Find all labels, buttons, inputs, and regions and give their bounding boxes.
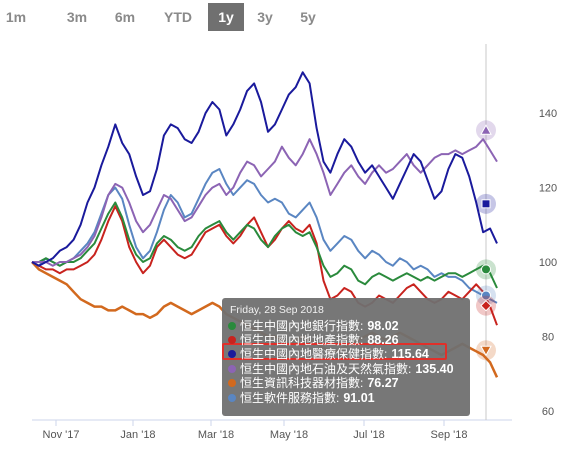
hover-marker — [481, 264, 491, 275]
tooltip-row: 恒生中國內地銀行指數: 98.02 — [228, 319, 399, 333]
chart-tooltip: Friday, 28 Sep 2018 恒生中國內地銀行指數: 98.02 恒生中國… — [222, 298, 470, 416]
x-tick-label: May '18 — [270, 429, 308, 441]
tooltip-series-label: 恒生中國內地地產指數: — [240, 333, 364, 347]
range-button-ytd[interactable]: YTD — [164, 9, 192, 25]
x-tick-label: Mar '18 — [198, 429, 234, 441]
y-tick-label: 140 — [539, 108, 557, 120]
series-dot-icon — [228, 379, 236, 387]
x-tick-label: Sep '18 — [431, 429, 468, 441]
x-tick-label: Jul '18 — [353, 429, 384, 441]
y-tick-label: 120 — [539, 183, 557, 195]
range-button-1y[interactable]: 1y — [208, 3, 244, 31]
series-line-green — [32, 201, 498, 289]
hover-marker — [480, 345, 492, 357]
tooltip-row: 恒生中國內地石油及天然氣指數: 135.40 — [228, 362, 454, 376]
series-dot-icon — [228, 350, 236, 358]
tooltip-series-value: 98.02 — [367, 319, 399, 333]
hover-marker — [480, 299, 492, 312]
range-button-3m[interactable]: 3m — [66, 9, 88, 25]
tooltip-series-label: 恒生中國內地石油及天然氣指數: — [240, 362, 412, 376]
tooltip-row: 恒生中國內地地產指數: 88.26 — [228, 333, 399, 347]
tooltip-series-value: 135.40 — [415, 362, 454, 376]
series-dot-icon — [228, 365, 236, 373]
tooltip-series-value: 76.27 — [367, 376, 399, 390]
hover-marker — [481, 290, 491, 301]
range-button-1m[interactable]: 1m — [5, 9, 27, 25]
y-tick-label: 100 — [539, 257, 557, 269]
hover-marker — [481, 199, 491, 209]
tooltip-series-label: 恒生軟件服務指數: — [240, 391, 340, 405]
tooltip-series-label: 恒生中國內地醫療保健指數: — [240, 347, 388, 361]
tooltip-row: 恒生資訊科技器材指數: 76.27 — [228, 376, 399, 390]
tooltip-series-label: 恒生中國內地銀行指數: — [240, 319, 364, 333]
tooltip-series-value: 88.26 — [367, 333, 399, 347]
tooltip-highlight-box — [222, 343, 447, 360]
range-button-3y[interactable]: 3y — [257, 9, 273, 25]
x-tick-label: Nov '17 — [43, 429, 80, 441]
series-dot-icon — [228, 336, 236, 344]
tooltip-row: 恒生中國內地醫療保健指數: 115.64 — [228, 347, 429, 361]
tooltip-series-value: 91.01 — [343, 391, 375, 405]
tooltip-date: Friday, 28 Sep 2018 — [230, 304, 324, 316]
series-line-blue — [31, 71, 498, 267]
tooltip-row: 恒生軟件服務指數: 91.01 — [228, 391, 375, 405]
range-selector: 1m 3m 6m YTD 1y 3y 5y — [0, 0, 564, 34]
hover-marker — [480, 124, 492, 135]
range-button-6m[interactable]: 6m — [114, 9, 136, 25]
range-button-5y[interactable]: 5y — [300, 9, 316, 25]
series-line-purple — [32, 138, 498, 267]
y-tick-label: 60 — [542, 406, 554, 418]
series-dot-icon — [228, 322, 236, 330]
series-line-red — [31, 205, 498, 326]
x-tick-label: Jan '18 — [120, 429, 155, 441]
tooltip-series-label: 恒生資訊科技器材指數: — [240, 376, 364, 390]
y-tick-label: 80 — [542, 331, 554, 343]
series-dot-icon — [228, 394, 236, 402]
tooltip-series-value: 115.64 — [391, 347, 429, 361]
